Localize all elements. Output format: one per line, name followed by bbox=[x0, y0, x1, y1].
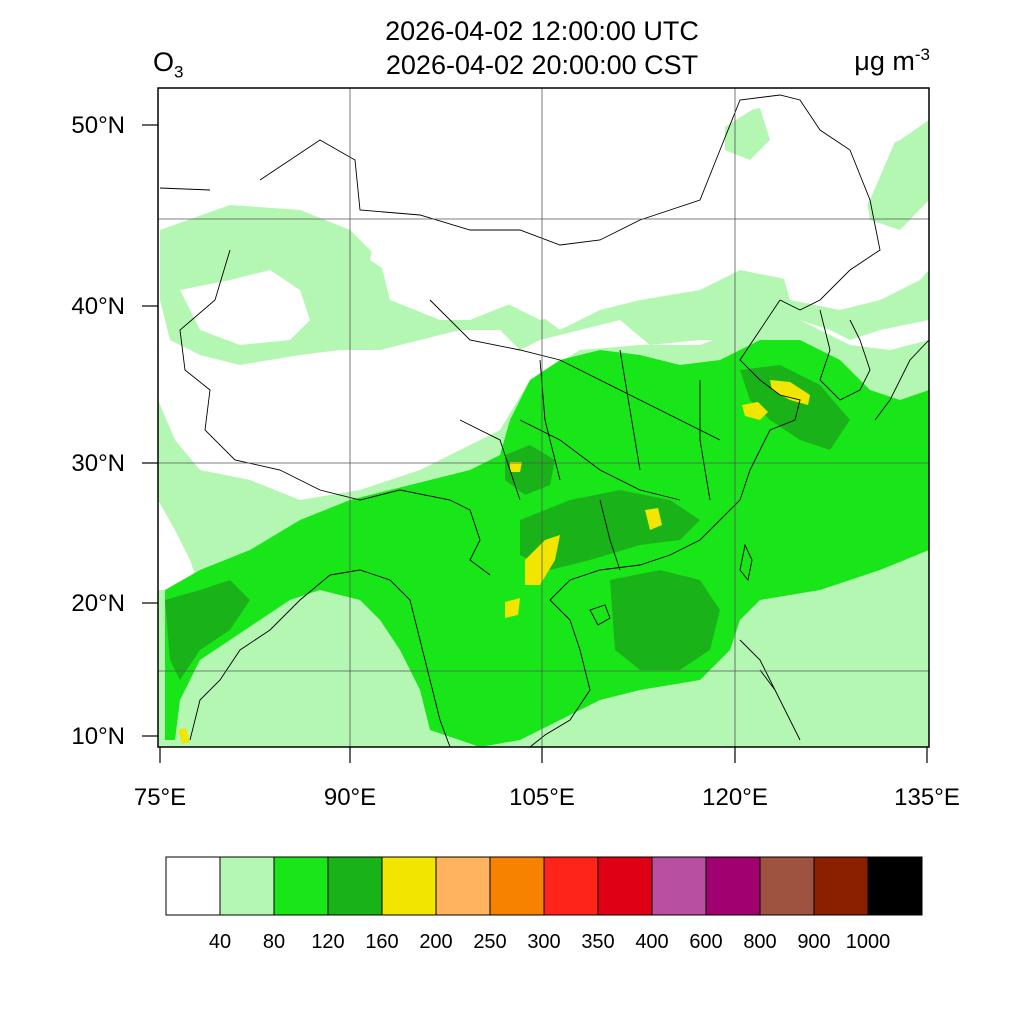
colorbar-swatch-5 bbox=[435, 856, 491, 916]
contour-160-200-sichuan bbox=[510, 462, 522, 472]
contour-120-160-scs bbox=[610, 570, 720, 670]
colorbar-label-160: 160 bbox=[365, 931, 399, 953]
lon-label-75e: 75°E bbox=[133, 784, 187, 811]
lat-label-10n: 10°N bbox=[71, 723, 125, 750]
contour-below-40-india bbox=[158, 500, 200, 590]
province-borders bbox=[429, 299, 721, 571]
units-main: μg m bbox=[854, 46, 915, 76]
coastline-taiwan bbox=[739, 543, 753, 582]
colorbar-swatch-1 bbox=[219, 856, 275, 916]
species-main: O bbox=[153, 47, 175, 77]
china-border-west bbox=[179, 249, 491, 576]
colorbar-swatch-9 bbox=[651, 856, 707, 916]
colorbar-label-600: 600 bbox=[689, 931, 723, 953]
colorbar-swatch-13 bbox=[867, 856, 923, 916]
colorbar-label-200: 200 bbox=[419, 931, 453, 953]
species-label: O3 bbox=[153, 47, 183, 82]
graticule bbox=[158, 88, 929, 747]
colorbar-swatch-11 bbox=[759, 856, 815, 916]
contour-40-80-patch-a bbox=[725, 108, 770, 160]
lon-label-135e: 135°E bbox=[894, 784, 960, 811]
colorbar-swatch-6 bbox=[489, 856, 545, 916]
colorbar-label-80: 80 bbox=[262, 931, 286, 953]
contour-40-80-north bbox=[160, 205, 929, 365]
contour-160-200-bohai bbox=[770, 380, 810, 405]
colorbar-label-400: 400 bbox=[635, 931, 669, 953]
lat-label-50n: 50°N bbox=[71, 112, 125, 139]
contour-120-160-sichuan bbox=[505, 445, 555, 495]
coastline-bay-of-bengal bbox=[329, 569, 451, 747]
colorbar-label-250: 250 bbox=[473, 931, 507, 953]
units-superscript: -3 bbox=[914, 45, 930, 64]
lat-label-20n: 20°N bbox=[71, 590, 125, 617]
contour-below-40-west-china bbox=[180, 270, 310, 345]
contour-160-200-yunnan bbox=[505, 598, 520, 618]
tick-marks bbox=[142, 124, 928, 763]
contour-120-160-yellow-sea bbox=[740, 365, 850, 450]
colorbar-label-900: 900 bbox=[797, 931, 831, 953]
coastline-india bbox=[189, 574, 331, 741]
contour-160-200-india-south bbox=[178, 728, 190, 744]
colorbar-swatch-7 bbox=[543, 856, 599, 916]
contour-below-40-mongolia bbox=[370, 100, 900, 320]
contour-below-40-top bbox=[158, 88, 929, 210]
map-frame bbox=[157, 87, 930, 748]
china-border-north bbox=[159, 94, 881, 311]
lon-label-105e: 105°E bbox=[509, 784, 575, 811]
coastline-philippines bbox=[739, 639, 801, 741]
colorbar-label-800: 800 bbox=[743, 931, 777, 953]
colorbar-swatch-0 bbox=[165, 856, 221, 916]
colorbar-label-300: 300 bbox=[527, 931, 561, 953]
colorbar-swatch-10 bbox=[705, 856, 761, 916]
colorbar-label-40: 40 bbox=[208, 931, 232, 953]
colorbar-swatch-12 bbox=[813, 856, 869, 916]
ozone-field bbox=[158, 88, 929, 747]
colorbar-swatch-2 bbox=[273, 856, 329, 916]
contour-160-200-guangxi bbox=[525, 535, 560, 585]
units-label: μg m-3 bbox=[854, 45, 930, 77]
coastline-indochina bbox=[529, 599, 591, 747]
boundary-lines bbox=[159, 94, 929, 747]
lon-label-120e: 120°E bbox=[702, 784, 768, 811]
species-subscript: 3 bbox=[174, 62, 184, 82]
colorbar-label-1000: 1000 bbox=[845, 931, 891, 953]
lon-label-90e: 90°E bbox=[323, 784, 377, 811]
contour-160-200-shandong bbox=[742, 402, 768, 420]
colorbar-swatch-3 bbox=[327, 856, 383, 916]
colorbar-swatch-4 bbox=[381, 856, 437, 916]
coastline-korea bbox=[819, 309, 871, 401]
colorbar-swatch-8 bbox=[597, 856, 653, 916]
contour-120-160-india bbox=[165, 580, 250, 680]
contour-40-80-northeast bbox=[860, 120, 929, 230]
coastline-japan bbox=[874, 339, 929, 421]
title-utc: 2026-04-02 12:00:00 UTC bbox=[385, 16, 699, 46]
lat-label-30n: 30°N bbox=[71, 450, 125, 477]
coastline-hainan bbox=[589, 604, 611, 626]
lat-label-40n: 40°N bbox=[71, 293, 125, 320]
colorbar-label-120: 120 bbox=[311, 931, 345, 953]
coastline-east-china bbox=[549, 299, 801, 601]
title-local-time: 2026-04-02 20:00:00 CST bbox=[385, 50, 699, 80]
contour-160-200-guangdong bbox=[645, 508, 662, 530]
colorbar-label-350: 350 bbox=[581, 931, 615, 953]
